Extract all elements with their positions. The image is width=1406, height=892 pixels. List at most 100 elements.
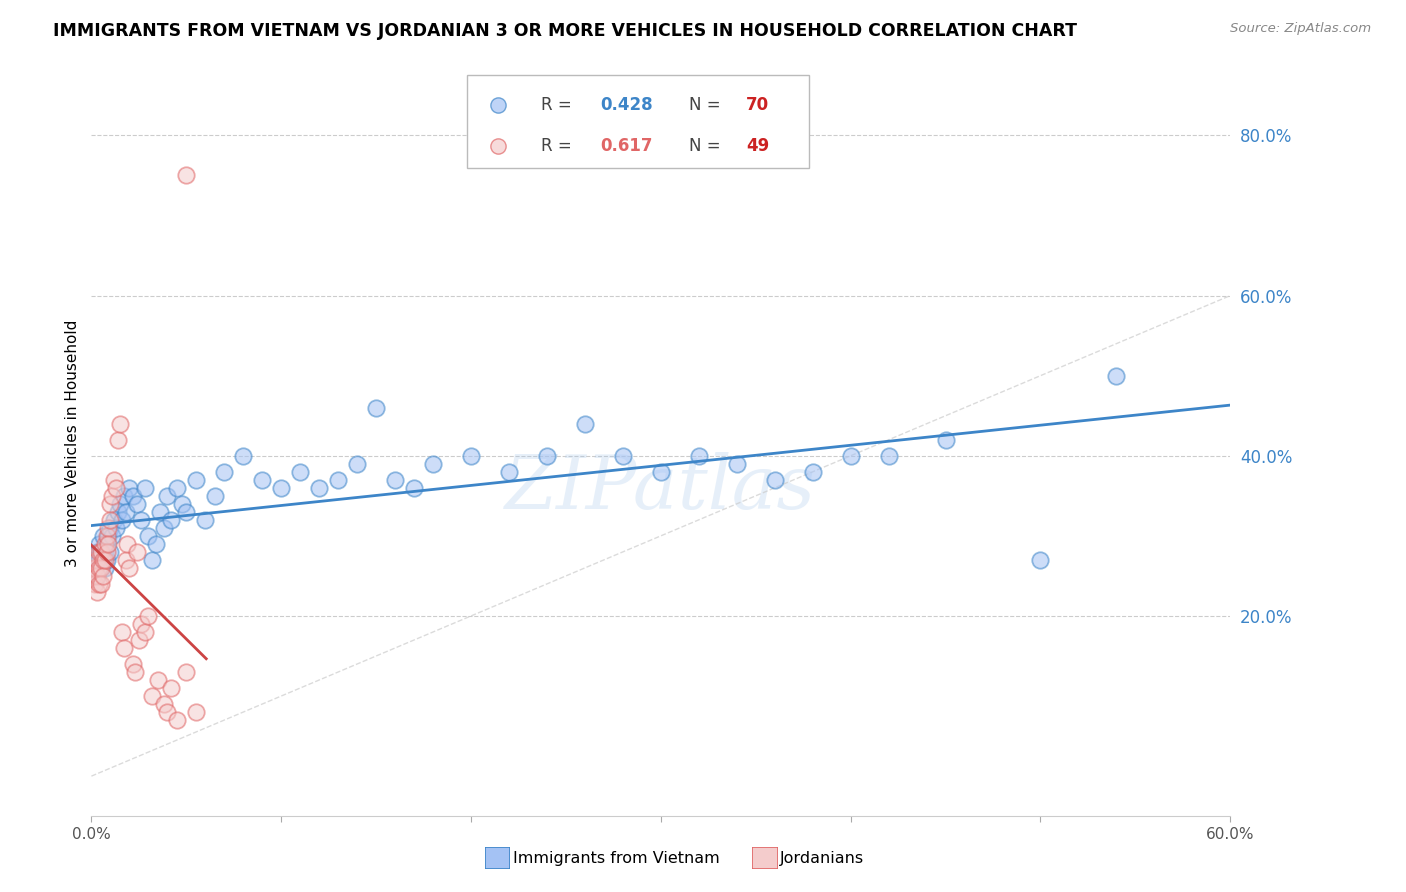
Point [160, 513, 183, 527]
Text: 70: 70 [747, 95, 769, 113]
Point [174, 169, 197, 183]
Point [124, 665, 146, 679]
Point [107, 433, 129, 447]
Point [84, 577, 107, 591]
Point [93, 537, 115, 551]
Point [84, 561, 107, 575]
Point [111, 513, 134, 527]
Point [134, 624, 156, 639]
Point [96, 529, 118, 543]
Point [122, 657, 145, 671]
Point [194, 513, 217, 527]
Text: Jordanians: Jordanians [780, 851, 865, 865]
Point [90, 545, 112, 559]
Text: N =: N = [689, 95, 725, 113]
Point [82, 553, 104, 567]
Text: ZIPatlas: ZIPatlas [505, 452, 817, 524]
Point [82, 569, 104, 583]
Point [105, 521, 128, 535]
Point [86, 545, 108, 559]
Point [98, 513, 121, 527]
Point [122, 489, 145, 503]
Point [96, 545, 118, 559]
Point [152, 697, 174, 711]
Point [90, 561, 112, 575]
Point [290, 465, 312, 479]
Point [91, 553, 114, 567]
Point [172, 497, 194, 511]
Point [98, 521, 121, 535]
Point [91, 529, 114, 543]
Point [364, 401, 387, 415]
Point [91, 553, 114, 567]
Point [612, 449, 634, 463]
Text: Source: ZipAtlas.com: Source: ZipAtlas.com [1230, 22, 1371, 36]
Point [118, 561, 141, 575]
Point [384, 473, 406, 487]
Point [138, 529, 160, 543]
Point [97, 529, 120, 543]
Point [112, 489, 135, 503]
Point [404, 481, 426, 495]
Point [87, 577, 110, 591]
Point [839, 449, 862, 463]
Point [422, 457, 444, 471]
Point [103, 473, 125, 487]
Point [346, 457, 368, 471]
Text: 0.617: 0.617 [600, 136, 652, 154]
Point [146, 673, 169, 687]
Point [688, 449, 710, 463]
Point [134, 481, 156, 495]
Point [801, 465, 824, 479]
Point [107, 505, 129, 519]
Text: 0.428: 0.428 [600, 95, 652, 113]
Point [232, 449, 254, 463]
Point [118, 481, 141, 495]
Point [326, 473, 349, 487]
Point [1105, 368, 1128, 383]
Point [112, 640, 135, 655]
Point [460, 449, 482, 463]
Point [129, 617, 152, 632]
Point [93, 553, 115, 567]
Point [138, 609, 160, 624]
Point [87, 553, 110, 567]
Point [145, 537, 167, 551]
Point [1029, 553, 1052, 567]
Text: R =: R = [541, 95, 578, 113]
Point [141, 689, 163, 703]
Point [98, 497, 121, 511]
Point [152, 521, 174, 535]
Point [125, 497, 148, 511]
Point [128, 632, 150, 647]
Point [111, 624, 134, 639]
Text: R =: R = [541, 136, 578, 154]
Y-axis label: 3 or more Vehicles in Household: 3 or more Vehicles in Household [65, 320, 80, 567]
Point [141, 553, 163, 567]
Point [129, 513, 152, 527]
Point [86, 585, 108, 599]
Point [86, 553, 108, 567]
Point [97, 521, 120, 535]
Point [87, 545, 110, 559]
Point [214, 465, 236, 479]
Point [93, 561, 115, 575]
Point [184, 705, 207, 719]
Point [87, 537, 110, 551]
Point [536, 449, 558, 463]
Point [149, 505, 172, 519]
Point [934, 433, 956, 447]
Point [90, 561, 112, 575]
Point [250, 473, 273, 487]
Point [160, 681, 183, 695]
Point [156, 489, 179, 503]
Point [93, 545, 115, 559]
Point [82, 561, 104, 575]
Point [650, 465, 672, 479]
Point [90, 577, 112, 591]
Text: N =: N = [689, 136, 725, 154]
Point [270, 481, 292, 495]
Point [574, 417, 596, 431]
Point [101, 529, 124, 543]
Point [174, 505, 197, 519]
